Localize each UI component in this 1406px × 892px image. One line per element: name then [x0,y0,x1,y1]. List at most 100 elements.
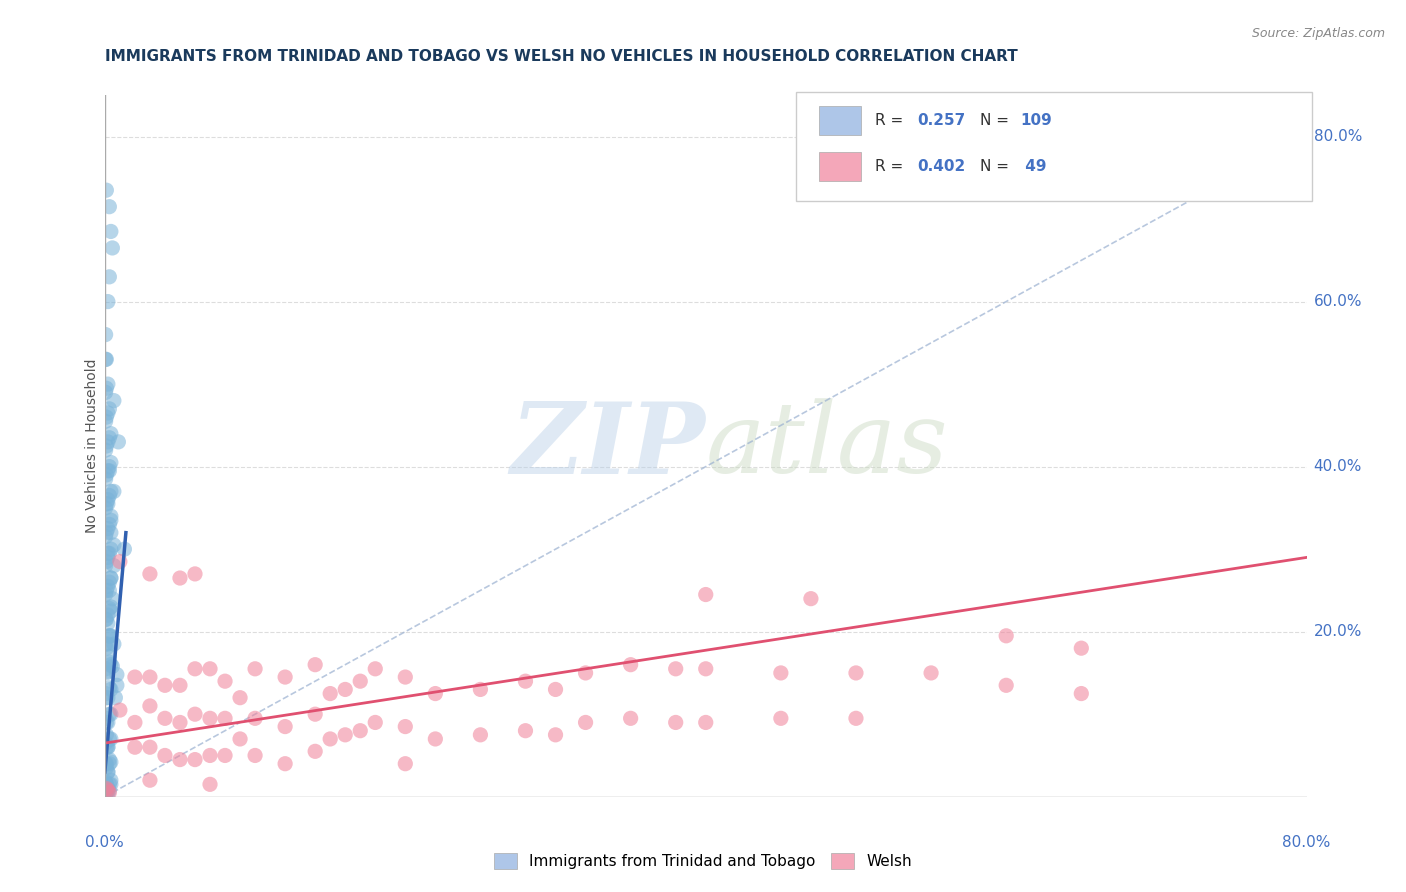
Point [620,657,643,672]
Text: 40.0%: 40.0% [1313,459,1362,475]
Text: R =: R = [875,159,908,174]
Point [101,659,124,673]
Point [169,753,191,767]
Point [139,698,162,713]
Text: N =: N = [980,159,1014,174]
Point [100,777,122,791]
Point [98,629,121,643]
Point [425,687,447,701]
Point [96,467,118,482]
Point [97,294,120,309]
Point [94,783,117,797]
Y-axis label: No Vehicles in Household: No Vehicles in Household [86,359,100,533]
Point [124,740,146,755]
Point [214,674,236,689]
Text: N =: N = [980,112,1014,128]
Point [103,393,125,408]
Point [96,352,118,367]
Text: 49: 49 [1019,159,1046,174]
Point [319,687,342,701]
Point [97,608,120,623]
Point [96,740,118,755]
Point [98,601,121,615]
Point [96,781,118,796]
Point [274,756,297,771]
Point [94,530,117,544]
Point [98,575,121,590]
Point [94,558,117,573]
Point [103,558,125,573]
Point [695,715,717,730]
Point [845,665,868,680]
Point [96,761,118,775]
Point [98,655,121,669]
Point [97,764,120,779]
Point [96,612,118,626]
Point [184,707,207,722]
Point [153,678,176,692]
Point [96,583,118,598]
Point [184,753,207,767]
Point [544,682,567,697]
Point [349,674,371,689]
Point [97,434,120,449]
Point [124,715,146,730]
Point [112,542,135,557]
Point [100,682,122,697]
Point [100,571,122,585]
Point [920,665,942,680]
Point [98,401,121,416]
Point [94,775,117,789]
Point [97,464,120,478]
Point [104,690,127,705]
Text: 109: 109 [1019,112,1052,128]
Point [97,783,120,797]
Point [100,525,122,540]
Point [97,665,120,679]
Point [274,720,297,734]
Point [100,731,122,746]
Point [97,546,120,560]
Point [769,665,792,680]
Point [364,715,387,730]
Point [995,678,1018,692]
Point [97,637,120,651]
Point [94,687,117,701]
Point [800,591,823,606]
Point [97,740,120,755]
Point [335,682,357,697]
Point [105,678,128,692]
Point [139,773,162,788]
Point [96,756,118,771]
Text: 0.0%: 0.0% [86,836,124,850]
Point [94,327,117,342]
Point [94,385,117,400]
Point [98,583,121,598]
Point [98,546,121,560]
Point [96,525,118,540]
Point [198,662,221,676]
Point [103,637,125,651]
Text: ZIP: ZIP [510,398,706,494]
Point [169,678,191,692]
Point [243,711,266,725]
Point [108,703,131,717]
Point [100,513,122,527]
Point [695,588,717,602]
Point [98,707,121,722]
Point [139,566,162,581]
Point [96,786,118,800]
Point [153,748,176,763]
Point [229,690,252,705]
Point [425,731,447,746]
Point [665,662,688,676]
Text: atlas: atlas [706,399,949,493]
Point [98,489,121,503]
Point [98,517,121,532]
Point [94,756,117,771]
Point [515,723,537,738]
Point [96,665,118,680]
Point [103,538,125,552]
Point [470,728,492,742]
Point [349,723,371,738]
